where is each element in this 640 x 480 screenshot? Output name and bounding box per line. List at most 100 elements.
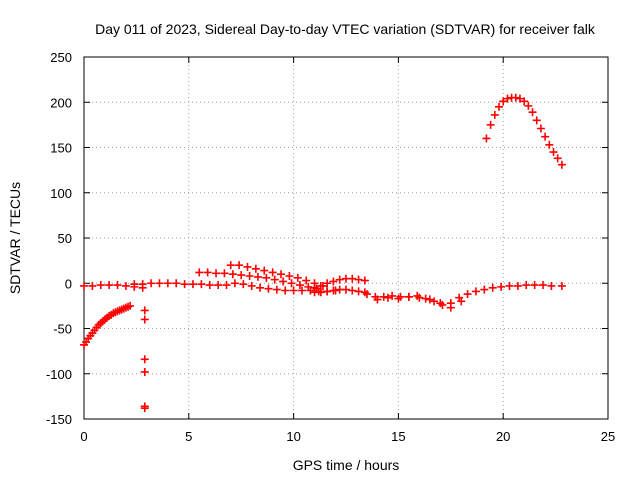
data-point	[549, 148, 558, 157]
data-point	[297, 286, 306, 295]
data-point	[463, 290, 472, 299]
data-point	[329, 277, 338, 286]
x-tick-label: 5	[185, 429, 192, 444]
data-point	[329, 286, 338, 295]
data-point	[486, 120, 495, 129]
data-point	[130, 280, 139, 289]
data-point	[243, 262, 252, 271]
data-point	[239, 280, 248, 289]
data-point	[214, 281, 223, 290]
data-point	[488, 283, 497, 292]
data-point	[293, 273, 302, 282]
data-point	[197, 280, 206, 289]
data-point	[96, 281, 105, 290]
data-point	[253, 272, 262, 281]
data-point	[180, 280, 189, 289]
data-point	[262, 273, 271, 282]
data-point	[268, 268, 277, 277]
y-tick-label: 100	[50, 186, 72, 201]
data-point	[335, 275, 344, 284]
x-tick-label: 25	[601, 429, 615, 444]
data-point	[147, 279, 156, 288]
data-point	[270, 275, 279, 284]
y-tick-label: 200	[50, 95, 72, 110]
data-point	[138, 280, 147, 289]
data-point	[541, 132, 550, 141]
data-point	[503, 94, 512, 103]
data-points	[80, 93, 566, 413]
data-point	[195, 268, 204, 277]
data-point	[172, 279, 181, 288]
data-point	[536, 124, 545, 133]
y-tick-label: -150	[46, 412, 72, 427]
data-point	[520, 97, 529, 106]
data-point	[212, 269, 221, 278]
data-point	[316, 288, 325, 297]
data-point	[499, 97, 508, 106]
data-point	[203, 268, 212, 277]
data-point	[285, 272, 294, 281]
data-point	[323, 279, 332, 288]
data-point	[539, 281, 548, 290]
data-point	[230, 279, 239, 288]
data-point	[530, 281, 539, 290]
y-tick-label: 50	[58, 231, 72, 246]
data-point	[482, 134, 491, 143]
data-point	[121, 281, 130, 290]
data-point	[80, 281, 88, 290]
data-point	[140, 315, 149, 324]
data-point	[342, 285, 350, 294]
data-point	[497, 282, 506, 291]
data-point	[446, 303, 455, 312]
x-tick-label: 15	[391, 429, 405, 444]
data-point	[287, 279, 296, 288]
data-point	[495, 102, 504, 111]
data-point	[522, 281, 531, 290]
data-point	[383, 293, 392, 302]
data-point	[163, 279, 172, 288]
data-point	[505, 281, 514, 290]
data-point	[188, 280, 197, 289]
data-point	[323, 287, 332, 296]
data-point	[228, 270, 237, 279]
data-point	[277, 270, 286, 279]
data-point	[88, 281, 97, 290]
y-axis-label: SDTVAR / TECUs	[7, 182, 23, 294]
y-tick-label: 0	[65, 276, 72, 291]
data-point	[272, 285, 281, 294]
data-point	[251, 264, 260, 273]
data-point	[220, 269, 229, 278]
data-point	[547, 281, 556, 290]
x-tick-label: 0	[80, 429, 87, 444]
data-point	[528, 108, 537, 117]
data-point	[524, 101, 533, 110]
data-point	[490, 110, 499, 119]
data-point	[237, 271, 246, 280]
data-point	[513, 281, 522, 290]
data-point	[260, 266, 269, 275]
data-point	[421, 294, 430, 303]
data-point	[415, 293, 424, 302]
data-point	[226, 261, 235, 270]
data-point	[348, 286, 357, 295]
data-point	[557, 160, 566, 169]
data-point	[279, 277, 288, 286]
data-point	[471, 287, 480, 296]
data-point	[155, 279, 164, 288]
data-point	[425, 295, 434, 304]
data-point	[354, 275, 363, 284]
data-point	[511, 93, 520, 102]
data-point	[480, 285, 489, 294]
data-point	[532, 116, 541, 125]
data-point	[306, 286, 315, 295]
plot-frame	[83, 56, 609, 420]
data-point	[545, 140, 554, 149]
y-tick-label: -100	[46, 367, 72, 382]
data-point	[256, 283, 265, 292]
data-point	[289, 286, 298, 295]
data-point	[362, 290, 371, 299]
axis-ticks: 0 5 10 15 20 25 -150 -100 -50 0 50 100 150 200 250	[46, 50, 615, 444]
y-tick-label: 150	[50, 141, 72, 156]
data-point	[430, 297, 439, 306]
